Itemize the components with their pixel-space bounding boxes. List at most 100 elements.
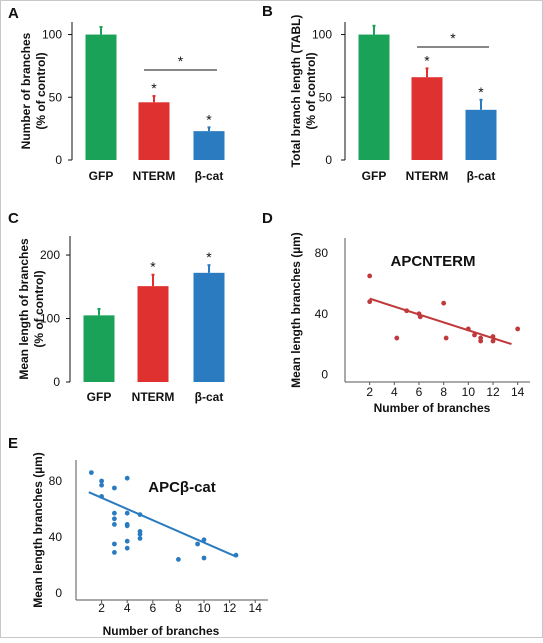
x-axis-label-e: Number of branches xyxy=(103,624,220,638)
data-point-e-11 xyxy=(124,510,130,516)
x-axis-label-d: Number of branches xyxy=(374,401,491,415)
y-tick-label-e-1: 40 xyxy=(49,530,63,544)
bracket-label-b: * xyxy=(450,30,456,46)
y-axis-label-a-0: Number of branches xyxy=(19,32,33,149)
panel-label-a: A xyxy=(8,5,19,22)
significance-b-1: * xyxy=(424,52,430,68)
bar-c-0 xyxy=(83,315,115,382)
data-point-e-21 xyxy=(195,541,201,547)
y-tick-label-c-1: 100 xyxy=(40,312,60,326)
y-tick-label-e-2: 80 xyxy=(49,474,63,488)
category-label-a-1: NTERM xyxy=(133,169,176,183)
x-tick-label-d-6: 14 xyxy=(511,385,525,399)
y-tick-label-a-1: 50 xyxy=(49,90,63,104)
x-tick-label-e-2: 6 xyxy=(149,601,156,615)
y-tick-label-a-0: 0 xyxy=(55,153,62,167)
x-tick-label-e-4: 10 xyxy=(197,601,211,615)
y-tick-label-d-1: 40 xyxy=(315,307,329,321)
chart-title-d: APCNTERM xyxy=(391,253,476,270)
data-point-d-6 xyxy=(441,300,447,306)
panel-e: E 2 4 6 8 10 12 14 0 40 80 APCβ-cat Number of branch… xyxy=(8,435,268,638)
bar-a-2 xyxy=(193,131,225,160)
data-point-e-6 xyxy=(112,516,117,522)
y-axis-label-c-0: Mean length of branches xyxy=(17,238,31,380)
data-point-e-10 xyxy=(124,475,130,481)
y-axis-label-e: Mean length branches (µm) xyxy=(31,452,45,608)
category-label-c-1: NTERM xyxy=(132,390,175,404)
y-tick-label-e-0: 0 xyxy=(55,586,62,600)
chart-title-e: APCβ-cat xyxy=(148,479,216,496)
y-tick-label-b-2: 100 xyxy=(312,28,332,42)
x-tick-label-d-3: 8 xyxy=(440,385,447,399)
y-axis-label-a-1: (% of control) xyxy=(34,52,48,129)
bar-c-2 xyxy=(193,272,225,382)
significance-a-2: * xyxy=(206,111,212,127)
panel-label-e: E xyxy=(8,435,18,452)
data-point-d-0 xyxy=(367,273,373,279)
bar-a-1 xyxy=(138,102,170,160)
y-axis-label-c-1: (% of control) xyxy=(32,270,46,347)
data-point-e-22 xyxy=(201,537,207,543)
category-label-b-1: NTERM xyxy=(406,169,449,183)
panel-a: A 0 50 100 Number of branches (% of control) G… xyxy=(8,5,225,183)
bracket-label-a: * xyxy=(178,53,184,69)
category-label-a-2: β-cat xyxy=(195,169,224,183)
y-tick-label-a-2: 100 xyxy=(42,28,62,42)
significance-a-1: * xyxy=(151,80,157,96)
y-tick-label-c-0: 0 xyxy=(53,375,60,389)
data-point-d-11 xyxy=(478,335,484,341)
bar-a-0 xyxy=(85,34,117,160)
panel-label-d: D xyxy=(262,210,273,227)
data-point-e-4 xyxy=(112,485,117,491)
significance-c-2: * xyxy=(206,249,212,265)
data-point-e-16 xyxy=(137,512,143,517)
x-tick-label-e-1: 4 xyxy=(124,601,131,615)
data-point-d-8 xyxy=(465,326,471,332)
x-tick-label-e-6: 14 xyxy=(249,601,263,615)
y-axis-label-b-1: (% of control) xyxy=(304,52,318,129)
x-tick-label-d-1: 4 xyxy=(391,385,398,399)
trend-line-d xyxy=(369,297,512,346)
y-tick-label-b-0: 0 xyxy=(325,153,332,167)
category-label-b-0: GFP xyxy=(362,169,387,183)
data-point-e-1 xyxy=(99,478,104,484)
data-point-e-19 xyxy=(137,536,143,541)
data-point-d-2 xyxy=(394,335,400,341)
category-label-b-2: β-cat xyxy=(467,169,496,183)
data-point-e-15 xyxy=(124,545,130,551)
data-point-e-0 xyxy=(88,470,94,475)
data-point-d-14 xyxy=(515,326,521,332)
significance-c-1: * xyxy=(150,259,156,275)
trend-line-e xyxy=(88,491,237,558)
data-point-e-23 xyxy=(201,555,207,561)
data-point-d-1 xyxy=(367,299,373,305)
data-point-d-7 xyxy=(443,335,449,341)
data-point-d-3 xyxy=(404,308,410,314)
data-point-e-8 xyxy=(112,541,117,547)
bar-b-2 xyxy=(465,109,497,160)
panel-label-c: C xyxy=(8,210,19,227)
data-point-e-20 xyxy=(176,557,181,562)
data-point-e-13 xyxy=(124,523,130,529)
data-point-e-3 xyxy=(99,494,104,499)
data-point-e-14 xyxy=(124,538,130,544)
category-label-c-0: GFP xyxy=(87,390,112,404)
y-tick-label-c-2: 200 xyxy=(40,248,60,262)
y-axis-label-d: Mean length branches (µm) xyxy=(289,232,303,388)
data-point-e-2 xyxy=(99,482,104,488)
y-tick-label-b-1: 50 xyxy=(319,90,333,104)
x-tick-label-e-0: 2 xyxy=(98,601,105,615)
data-point-e-18 xyxy=(137,531,143,537)
data-point-e-7 xyxy=(112,522,117,527)
significance-b-2: * xyxy=(478,84,484,100)
y-tick-label-d-0: 0 xyxy=(321,367,328,381)
x-tick-label-e-3: 8 xyxy=(175,601,182,615)
bar-c-1 xyxy=(137,286,169,382)
x-tick-label-d-4: 10 xyxy=(462,385,476,399)
panel-c: C 0 100 200 Mean length of branches (% of con… xyxy=(8,210,225,404)
data-point-e-9 xyxy=(112,550,117,555)
panel-label-b: B xyxy=(262,3,273,20)
